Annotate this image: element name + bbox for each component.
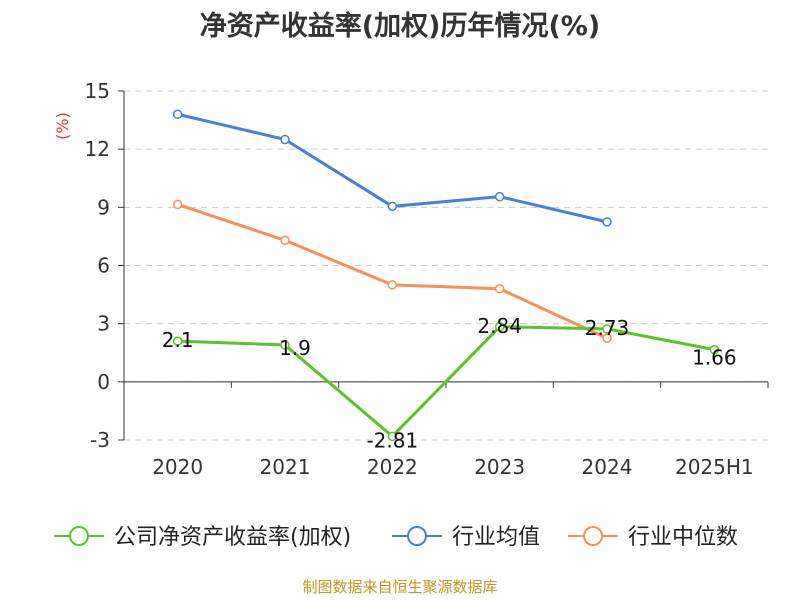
y-tick-label: -3	[90, 428, 110, 452]
y-axis-label: (%)	[53, 112, 72, 140]
data-point	[387, 431, 398, 442]
legend-item: 行业中位数	[568, 525, 738, 550]
data-point	[172, 199, 183, 210]
data-point	[494, 191, 505, 202]
y-tick-label: 6	[97, 254, 110, 278]
y-tick-label: 12	[85, 137, 110, 161]
data-point	[494, 284, 505, 294]
data-point	[602, 217, 612, 227]
y-tick-label: 0	[97, 370, 110, 394]
y-tick-label: 3	[97, 312, 110, 336]
legend-label: 公司净资产收益率(加权)	[114, 525, 351, 550]
data-point	[387, 280, 398, 290]
x-tick-label: 2021	[260, 455, 311, 479]
x-tick-label: 2023	[474, 455, 525, 479]
legend-marker	[583, 526, 603, 546]
legend-item: 行业均值	[392, 525, 540, 550]
legend-label: 行业中位数	[628, 525, 738, 550]
data-label: 1.66	[692, 346, 737, 370]
data-label: -2.81	[366, 428, 418, 452]
data-point	[172, 109, 183, 120]
x-tick-label: 2024	[582, 455, 633, 479]
data-label: 2.73	[585, 316, 630, 340]
x-tick-label: 2020	[152, 455, 203, 479]
series-line	[177, 325, 715, 438]
data-point	[280, 235, 290, 246]
legend-item: 公司净资产收益率(加权)	[54, 525, 351, 550]
data-point	[494, 322, 505, 332]
data-label: 2.1	[162, 328, 194, 352]
chart-title: 净资产收益率(加权)历年情况(%)	[199, 11, 601, 42]
series-line	[177, 203, 608, 340]
data-label: 2.84	[477, 314, 522, 338]
legend-marker	[69, 526, 89, 546]
x-tick-label: 2025H1	[675, 455, 754, 479]
data-label: 1.9	[279, 336, 311, 360]
x-tick-label: 2022	[367, 455, 418, 479]
data-point	[280, 340, 290, 350]
y-tick-label: 15	[85, 79, 110, 103]
y-tick-label: 9	[97, 195, 110, 219]
data-point	[709, 344, 720, 355]
legend-label: 行业均值	[452, 525, 540, 550]
legend-marker	[407, 526, 427, 546]
data-point	[172, 336, 183, 346]
data-point	[602, 333, 612, 343]
data-point	[602, 324, 612, 334]
data-point	[387, 201, 398, 212]
source-note: 制图数据来自恒生聚源数据库	[302, 578, 498, 596]
data-point	[280, 134, 290, 145]
